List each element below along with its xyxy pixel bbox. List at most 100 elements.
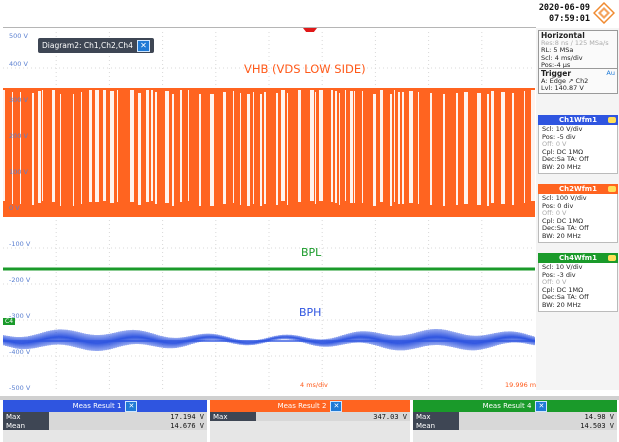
ch1-wfm-box[interactable]: Ch1Wfm1 Scl: 10 V/div Pos: -5 div Off: 0…	[538, 115, 618, 174]
ch2-wfm-box[interactable]: Ch2Wfm1 Scl: 100 V/div Pos: 0 div Off: 0…	[538, 184, 618, 243]
close-icon[interactable]: ✕	[535, 400, 548, 412]
ch2-trace-gap	[464, 92, 468, 204]
ch1-off: Off: 0 V	[542, 140, 567, 149]
meas1-key: Max	[3, 412, 49, 421]
meas2-title: Meas Result 2	[277, 402, 327, 410]
trigger-box[interactable]: Trigger Au A: Edge ↗ Ch2 Lvl: 140.87 V	[538, 68, 618, 94]
ch2-trace-gap	[487, 94, 489, 206]
toggle-icon[interactable]	[608, 255, 616, 261]
close-icon[interactable]: ✕	[125, 400, 138, 412]
ch2-trace-gap	[199, 94, 201, 206]
meas-result-4[interactable]: Meas Result 4 ✕ Max 14.98 V Mean 14.503 V	[413, 400, 617, 442]
ch2-title: Ch2Wfm1	[559, 185, 597, 193]
meas-result-1[interactable]: Meas Result 1 ✕ Max 17.194 V Mean 14.676 V	[3, 400, 207, 442]
ch1-cpl: Cpl: DC 1MΩ	[542, 147, 584, 156]
bottom-divider	[0, 396, 619, 400]
meas2-value: 347.03 V	[256, 412, 410, 421]
date-time: 2020-06-09 07:59:01	[536, 3, 590, 25]
meas2-key: Max	[210, 412, 256, 421]
ch2-trace-gap	[531, 89, 535, 201]
ch2-trace-gap	[188, 89, 189, 201]
meas4-title: Meas Result 4	[482, 402, 532, 410]
ch2-off: Off: 0 V	[542, 209, 567, 218]
ch2-trace-gap	[89, 90, 92, 202]
y-tick-label: -200 V	[9, 276, 31, 284]
ch2-trace-gap	[524, 91, 525, 203]
ch2-trace-gap	[42, 89, 43, 201]
ch1-bw: BW: 20 MHz	[542, 162, 581, 171]
close-icon[interactable]: ✕	[330, 400, 343, 412]
ch4-offset-marker[interactable]: C4	[3, 318, 16, 325]
ch2-trace-gap	[345, 89, 346, 201]
toggle-icon[interactable]	[608, 186, 616, 192]
date-text: 2020-06-09	[538, 3, 590, 13]
ch2-pos: Pos: 0 div	[542, 201, 574, 210]
meas1-value: 17.194 V	[49, 412, 207, 421]
trigger-mode: Au	[606, 69, 615, 77]
ch2-trace-gap	[402, 92, 404, 204]
waveform-plot[interactable]	[3, 32, 535, 392]
ch2-trace-gap	[264, 92, 266, 204]
diagram-tab[interactable]: Diagram2: Ch1,Ch2,Ch4 ✕	[38, 38, 154, 53]
meas4-value: 14.503 V	[459, 421, 617, 430]
toggle-icon[interactable]	[608, 117, 616, 123]
trigger-level: Lvl: 140.87 V	[541, 84, 584, 93]
ch2-trace-gap	[418, 92, 419, 204]
ch2-trace-gap	[491, 91, 494, 203]
ch2-trace-gap	[350, 91, 353, 203]
ch2-trace-gap	[456, 93, 458, 205]
ch2-trace-gap	[20, 92, 21, 204]
close-icon[interactable]: ✕	[136, 39, 150, 52]
ch2-trace-gap	[155, 92, 157, 204]
y-tick-label: 100 V	[9, 168, 28, 176]
ch2-trace-gap	[512, 93, 514, 205]
time-text: 07:59:01	[549, 14, 590, 24]
ch2-bw: BW: 20 MHz	[542, 231, 581, 240]
ch2-trace-gap	[52, 90, 55, 202]
rohde-schwarz-logo	[593, 2, 615, 24]
ch2-trace-gap	[339, 93, 340, 205]
y-tick-label: -400 V	[9, 348, 31, 356]
ch4-wfm-box[interactable]: Ch4Wfm1 Scl: 10 V/div Pos: -3 div Off: 0…	[538, 253, 618, 312]
horizontal-pos: Pos:-4 µs	[541, 61, 571, 70]
ch2-trace	[3, 89, 535, 217]
y-tick-label: 400 V	[9, 60, 28, 68]
y-tick-label: -500 V	[9, 384, 31, 392]
ch2-trace-gap	[117, 90, 118, 202]
ch2-trace-gap	[172, 94, 174, 206]
y-tick-label: 0 V	[9, 204, 20, 212]
meas2-empty	[210, 421, 410, 430]
meas4-table: Max 14.98 V Mean 14.503 V	[413, 412, 617, 430]
horizontal-res: Res:8 ns / 125 MSa/s	[541, 38, 609, 47]
ch2-trace-gap	[362, 91, 363, 203]
ch2-trace-gap	[319, 89, 323, 201]
ch1-title: Ch1Wfm1	[559, 116, 597, 124]
ch2-trace-gap	[276, 93, 278, 205]
trigger-edge: A: Edge ↗ Ch2	[541, 76, 589, 85]
ch2-trace-gap	[380, 90, 383, 202]
ch2-trace-gap	[253, 92, 254, 204]
ch2-trace-gap	[210, 94, 214, 206]
meas-result-2[interactable]: Meas Result 2 ✕ Max 347.03 V	[210, 400, 410, 442]
y-tick-label: -100 V	[9, 240, 31, 248]
ch2-trace-gap	[373, 94, 376, 206]
ch2-trace-gap	[130, 90, 134, 202]
ch2-trace-gap	[247, 94, 250, 206]
ch2-trace-gap	[315, 92, 316, 204]
ch4-cpl: Cpl: DC 1MΩ	[542, 285, 584, 294]
ch1-scl: Scl: 10 V/div	[542, 125, 583, 133]
y-tick-label: 500 V	[9, 32, 28, 40]
meas1-title: Meas Result 1	[72, 402, 122, 410]
ch2-trace-gap	[3, 89, 5, 201]
y-tick-label: -300 V	[9, 312, 31, 320]
waveform-svg	[3, 32, 535, 392]
horizontal-scl: Scl: 4 ms/div	[541, 53, 583, 62]
horizontal-rl: RL: 5 MSa	[541, 46, 574, 55]
ch4-off: Off: 0 V	[542, 278, 567, 287]
ch2-trace-gap	[443, 94, 445, 206]
ch2-trace-gap	[430, 93, 432, 205]
ch1-pos: Pos: -5 div	[542, 132, 576, 141]
meas1-table: Max 17.194 V Mean 14.676 V	[3, 412, 207, 430]
y-tick-label: 200 V	[9, 132, 28, 140]
bph-label: BPH	[299, 306, 322, 319]
